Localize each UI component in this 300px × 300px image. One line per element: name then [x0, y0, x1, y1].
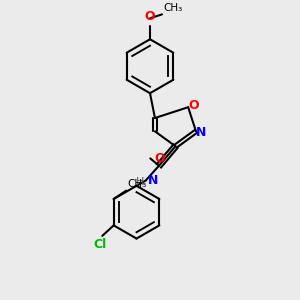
Text: Cl: Cl	[93, 238, 106, 251]
Text: H: H	[136, 177, 144, 187]
Text: O: O	[145, 11, 155, 23]
Text: CH₃: CH₃	[128, 179, 147, 189]
Text: O: O	[188, 99, 199, 112]
Text: CH₃: CH₃	[164, 3, 183, 13]
Text: O: O	[154, 152, 164, 165]
Text: N: N	[196, 126, 207, 139]
Text: N: N	[148, 174, 158, 187]
